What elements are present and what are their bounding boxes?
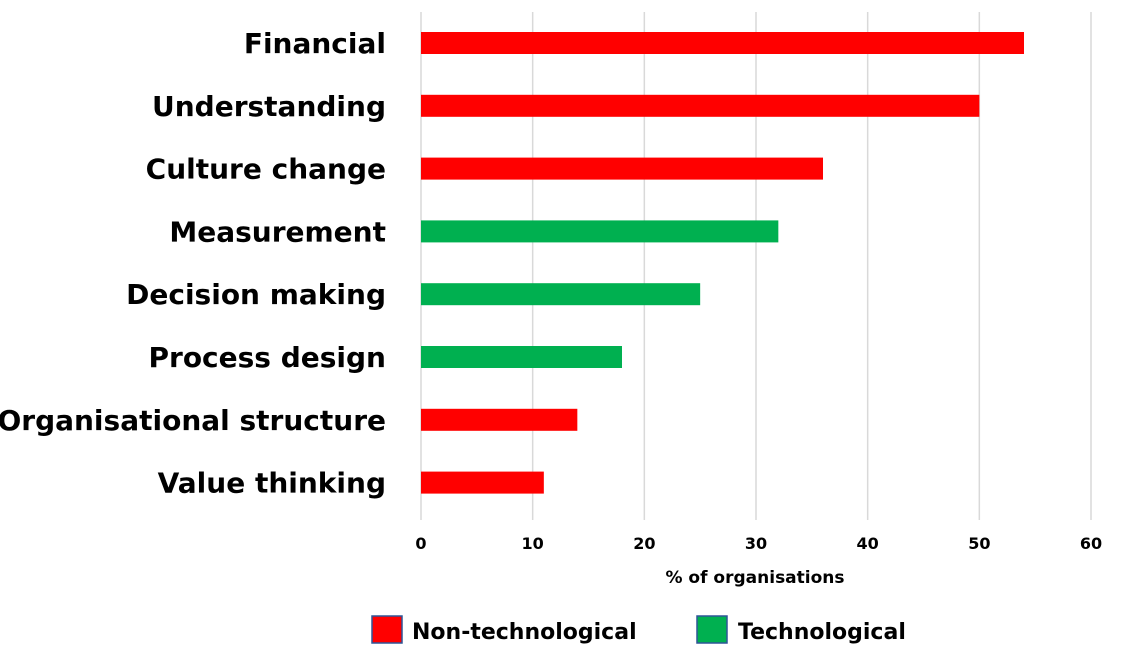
legend-swatch-technological — [696, 615, 728, 644]
bar-understanding — [421, 94, 980, 117]
category-label-measurement: Measurement — [169, 215, 386, 248]
bar-organisational-structure — [421, 408, 578, 431]
legend-swatch-non-technological — [371, 615, 403, 644]
x-tick-label-50: 50 — [968, 534, 990, 553]
x-tick-labels: 0 10 20 30 40 50 60 — [415, 534, 1102, 553]
legend-label-technological: Technological — [738, 620, 906, 645]
category-labels: Financial Understanding Culture change Meas… — [0, 27, 386, 500]
x-tick-label-20: 20 — [633, 534, 655, 553]
bar-value-thinking — [421, 471, 544, 494]
bar-measurement — [421, 220, 779, 243]
bar-process-design — [421, 346, 622, 368]
bars — [421, 32, 1024, 494]
x-tick-label-30: 30 — [745, 534, 767, 553]
x-tick-label-40: 40 — [857, 534, 879, 553]
gridlines — [420, 12, 1092, 520]
bar-financial — [421, 32, 1024, 54]
x-tick-label-10: 10 — [522, 534, 544, 553]
bar-decision-making — [421, 283, 701, 306]
category-label-organisational-structure: Organisational structure — [0, 404, 386, 437]
legend-label-non-technological: Non-technological — [412, 620, 637, 645]
category-label-value-thinking: Value thinking — [158, 467, 386, 500]
x-tick-label-60: 60 — [1080, 534, 1102, 553]
category-label-process-design: Process design — [148, 341, 386, 374]
category-label-financial: Financial — [244, 27, 386, 60]
bar-culture-change — [421, 157, 823, 180]
x-axis-title: % of organisations — [665, 568, 844, 588]
category-label-decision-making: Decision making — [126, 278, 386, 311]
category-label-culture-change: Culture change — [146, 153, 386, 186]
legend: Non-technological Technological — [371, 615, 906, 645]
x-tick-label-0: 0 — [415, 534, 426, 553]
category-label-understanding: Understanding — [152, 90, 386, 123]
